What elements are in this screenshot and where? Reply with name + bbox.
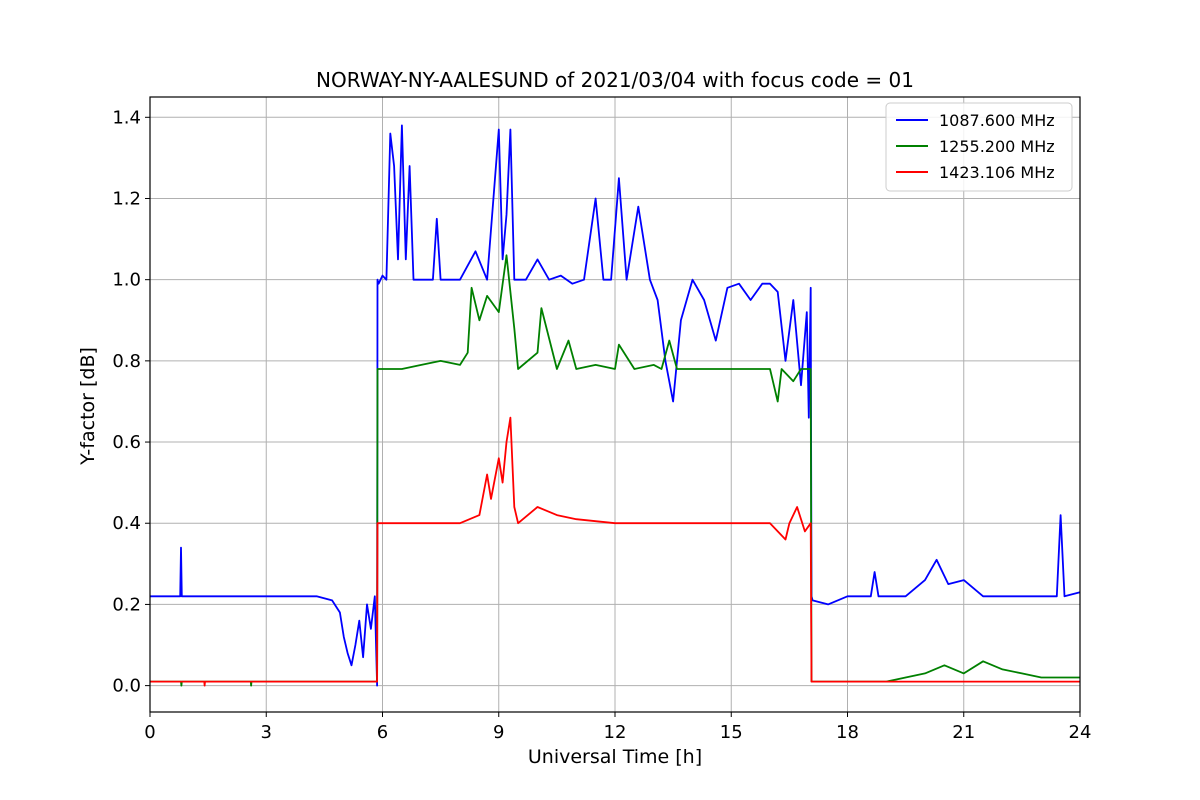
y-tick-label: 0.0	[112, 676, 141, 697]
series-line-2	[150, 254, 1080, 687]
x-tick-label: 21	[952, 722, 975, 743]
x-tick-label: 0	[144, 722, 155, 743]
x-tick-label: 15	[720, 722, 743, 743]
y-tick-label: 1.4	[112, 107, 141, 128]
x-tick-label: 18	[836, 722, 859, 743]
y-tick-label: 0.2	[112, 594, 141, 615]
y-axis-label: Y-factor [dB]	[77, 347, 99, 466]
x-tick-label: 9	[493, 722, 504, 743]
y-tick-label: 0.4	[112, 513, 141, 534]
chart-title: NORWAY-NY-AALESUND of 2021/03/04 with fo…	[316, 68, 914, 92]
series-line-3	[150, 416, 1080, 687]
legend-label: 1087.600 MHz	[939, 111, 1055, 130]
y-tick-label: 0.8	[112, 351, 141, 372]
y-tick-label: 1.2	[112, 188, 141, 209]
x-tick-label: 3	[261, 722, 272, 743]
legend: 1087.600 MHz 1255.200 MHz 1423.106 MHz	[885, 102, 1073, 192]
series-line-1	[150, 124, 1081, 687]
legend-label: 1255.200 MHz	[939, 137, 1055, 156]
axis-ticks: 0 3 6 9 12 15 18 21 24 0.0 0.2 0.4 0.6 0.8 1.0 1.2 1.4	[112, 107, 1091, 743]
series-layer	[150, 124, 1081, 687]
x-tick-label: 6	[377, 722, 388, 743]
x-axis-label: Universal Time [h]	[528, 746, 702, 768]
x-tick-label: 24	[1069, 722, 1092, 743]
legend-box	[885, 102, 1073, 192]
y-tick-label: 0.6	[112, 432, 141, 453]
legend-label: 1423.106 MHz	[939, 163, 1055, 182]
y-tick-label: 1.0	[112, 270, 141, 291]
x-tick-label: 12	[604, 722, 627, 743]
